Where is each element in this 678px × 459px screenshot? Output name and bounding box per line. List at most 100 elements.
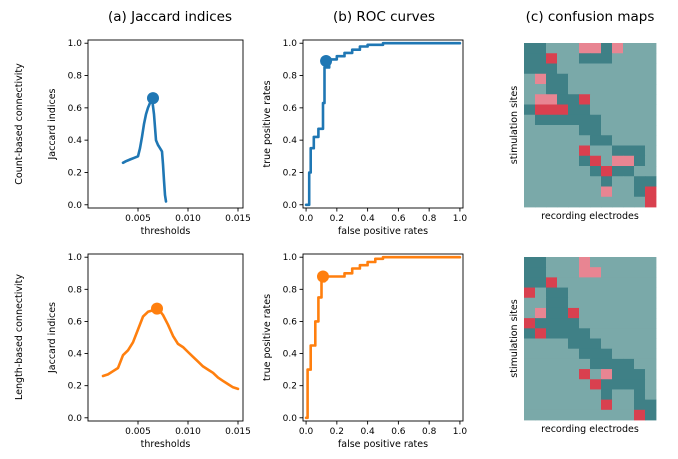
heatmap-cell bbox=[612, 257, 624, 268]
heatmap-cell bbox=[568, 166, 580, 177]
x-axis-label: thresholds bbox=[141, 439, 191, 450]
heatmap-cell bbox=[634, 338, 646, 350]
column-title-confusion: (c) confusion maps bbox=[526, 9, 655, 25]
heatmap-cell bbox=[601, 114, 613, 126]
heatmap-cell bbox=[535, 176, 547, 187]
heatmap-cell bbox=[612, 94, 624, 105]
heatmap-cell bbox=[568, 43, 580, 54]
heatmap-cell bbox=[524, 186, 536, 198]
heatmap-cell bbox=[645, 166, 657, 177]
heatmap-cell bbox=[634, 63, 646, 75]
heatmap-cell bbox=[623, 307, 635, 319]
heatmap-cell bbox=[546, 196, 558, 208]
heatmap-cell bbox=[568, 114, 580, 126]
y-tick-label: 0.4 bbox=[283, 136, 298, 146]
heatmap-cell bbox=[634, 166, 646, 177]
heatmap-cell bbox=[579, 166, 591, 177]
heatmap-cell bbox=[623, 267, 635, 278]
y-tick-label: 0.6 bbox=[68, 317, 83, 327]
heatmap-cell bbox=[623, 399, 635, 411]
heatmap-cell bbox=[557, 307, 569, 319]
heatmap-cell bbox=[623, 84, 635, 95]
heatmap-cell bbox=[524, 125, 536, 136]
heatmap-cell bbox=[546, 155, 558, 167]
heatmap-cell bbox=[634, 135, 646, 146]
heatmap-cell bbox=[579, 379, 591, 390]
heatmap-cell bbox=[579, 135, 591, 146]
heatmap-cell bbox=[623, 358, 635, 370]
heatmap-cell bbox=[590, 318, 602, 329]
heatmap-cell bbox=[568, 338, 580, 350]
heatmap-cell bbox=[612, 155, 624, 167]
heatmap-cell bbox=[535, 94, 547, 105]
heatmap-cell bbox=[612, 63, 624, 75]
heatmap-cell bbox=[546, 114, 558, 126]
heatmap-cell bbox=[568, 277, 580, 288]
heatmap-cell bbox=[568, 379, 580, 390]
heatmap-cell bbox=[612, 297, 624, 309]
heatmap-cell bbox=[557, 257, 569, 268]
x-tick-label: 0.8 bbox=[422, 214, 437, 224]
heatmap-cell bbox=[634, 348, 646, 360]
y-tick-label: 0.2 bbox=[68, 168, 82, 178]
y-tick-label: 1.0 bbox=[68, 253, 83, 263]
heatmap-cell bbox=[535, 328, 547, 339]
heatmap-cell bbox=[634, 196, 646, 208]
heatmap-cell bbox=[546, 125, 558, 136]
heatmap-cell bbox=[623, 389, 635, 401]
heatmap-cell bbox=[612, 43, 624, 54]
heatmap-cell bbox=[601, 358, 613, 370]
x-tick-label: 0.005 bbox=[125, 427, 151, 437]
heatmap-cell bbox=[557, 267, 569, 278]
heatmap-cell bbox=[579, 155, 591, 167]
heatmap-cell bbox=[634, 389, 646, 401]
heatmap-cell bbox=[535, 318, 547, 329]
heatmap-cell bbox=[579, 94, 591, 105]
heatmap-cell bbox=[590, 338, 602, 350]
heatmap-cell bbox=[623, 53, 635, 64]
heatmap-cell bbox=[524, 43, 536, 54]
heatmap-cell bbox=[590, 379, 602, 390]
heatmap-cell bbox=[612, 379, 624, 390]
heatmap-cell bbox=[557, 277, 569, 288]
heatmap-cell bbox=[546, 277, 558, 288]
heatmap-cell bbox=[557, 104, 569, 116]
y-tick-label: 0.8 bbox=[68, 72, 83, 82]
heatmap-cell bbox=[590, 358, 602, 370]
y-tick-label: 1.0 bbox=[68, 39, 83, 49]
heatmap-cell bbox=[645, 114, 657, 126]
heatmap-cell bbox=[623, 287, 635, 299]
y-tick-label: 0.2 bbox=[68, 382, 82, 392]
heatmap-cell bbox=[612, 348, 624, 360]
plot-frame bbox=[87, 39, 244, 209]
heatmap-cell bbox=[557, 338, 569, 350]
heatmap-cell bbox=[590, 145, 602, 157]
y-axis-label: true positive rates bbox=[262, 294, 273, 381]
heatmap-cell bbox=[634, 358, 646, 370]
heatmap-cell bbox=[524, 53, 536, 64]
heatmap-cell bbox=[601, 196, 613, 208]
heatmap-cell bbox=[524, 257, 536, 268]
heatmap-cell bbox=[546, 84, 558, 95]
highlight-point bbox=[151, 302, 163, 315]
heatmap-cell bbox=[546, 409, 558, 421]
heatmap-cell bbox=[546, 399, 558, 411]
heatmap-cell bbox=[634, 409, 646, 421]
heatmap-cell bbox=[623, 277, 635, 288]
heatmap-cell bbox=[535, 84, 547, 95]
heatmap-cell bbox=[557, 399, 569, 411]
x-tick-label: 0.0 bbox=[299, 427, 314, 437]
heatmap-cell bbox=[557, 53, 569, 64]
heatmap-cell bbox=[634, 297, 646, 309]
heatmap-cell bbox=[601, 94, 613, 105]
heatmap-cell bbox=[579, 409, 591, 421]
heatmap-cell bbox=[568, 125, 580, 136]
heatmap-cell bbox=[623, 104, 635, 116]
heatmap-cell bbox=[524, 104, 536, 116]
heatmap-cell bbox=[645, 389, 657, 401]
heatmap-cell bbox=[634, 186, 646, 198]
heatmap-cell bbox=[590, 328, 602, 339]
plot-frame bbox=[302, 39, 464, 209]
heatmap-cell bbox=[590, 94, 602, 105]
heatmap-cell bbox=[579, 267, 591, 278]
